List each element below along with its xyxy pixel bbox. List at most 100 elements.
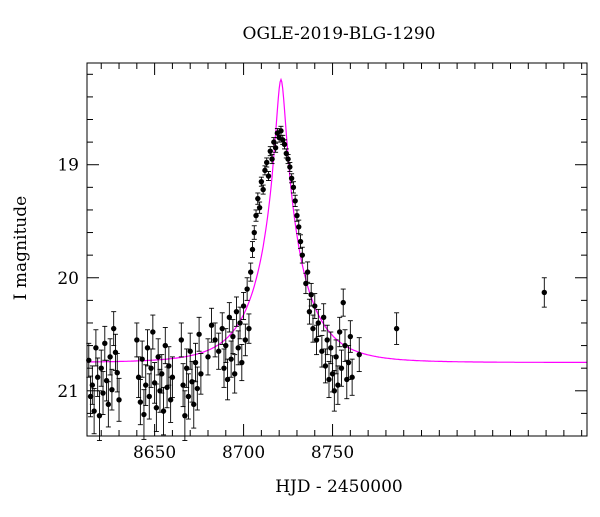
- data-point: [249, 241, 256, 258]
- data-point: [187, 332, 193, 370]
- point-marker: [180, 382, 186, 388]
- point-marker: [310, 325, 316, 332]
- point-marker: [256, 204, 263, 211]
- point-marker: [541, 289, 547, 296]
- y-axis-label: I magnitude: [11, 196, 31, 300]
- point-marker: [319, 348, 325, 354]
- data-point: [288, 173, 295, 184]
- point-marker: [167, 397, 174, 403]
- point-marker: [326, 376, 332, 383]
- data-point: [253, 209, 259, 222]
- x-tick-label: 8650: [133, 443, 176, 463]
- data-point: [235, 330, 241, 366]
- point-marker: [235, 345, 241, 351]
- data-point: [315, 308, 322, 337]
- point-marker: [322, 363, 329, 369]
- data-point: [91, 388, 97, 435]
- data-point: [239, 343, 245, 382]
- data-point: [326, 360, 332, 399]
- point-marker: [299, 252, 306, 258]
- data-point: [242, 323, 249, 357]
- point-marker: [356, 351, 362, 358]
- point-marker: [240, 303, 247, 309]
- point-marker: [137, 399, 144, 405]
- data-point: [208, 307, 215, 343]
- data-point: [310, 314, 316, 343]
- point-marker: [246, 325, 252, 332]
- data-point: [215, 332, 222, 370]
- data-point: [219, 312, 225, 345]
- data-point: [105, 381, 112, 428]
- point-marker: [269, 156, 275, 162]
- point-marker: [251, 229, 257, 236]
- point-marker: [139, 356, 145, 362]
- point-marker: [320, 314, 327, 321]
- point-marker: [223, 342, 229, 349]
- point-marker: [331, 388, 338, 394]
- point-marker: [102, 340, 108, 347]
- data-point: [107, 338, 113, 376]
- point-marker: [183, 365, 190, 371]
- point-marker: [336, 329, 343, 335]
- data-point: [231, 354, 238, 394]
- point-marker: [192, 359, 199, 366]
- data-point: [306, 298, 313, 325]
- point-marker: [294, 212, 300, 219]
- point-marker: [292, 198, 298, 204]
- data-point: [116, 377, 122, 422]
- data-point: [276, 132, 282, 143]
- point-marker: [164, 384, 170, 391]
- data-point: [233, 296, 240, 327]
- point-marker: [135, 374, 142, 380]
- point-marker: [239, 359, 245, 366]
- point-marker: [143, 382, 149, 388]
- point-marker: [185, 393, 192, 400]
- data-point: [221, 348, 227, 388]
- point-marker: [226, 314, 233, 321]
- point-marker: [265, 173, 272, 179]
- point-marker: [144, 345, 151, 351]
- data-point: [148, 348, 154, 388]
- data-point: [290, 181, 297, 194]
- point-marker: [146, 393, 152, 400]
- data-point: [141, 389, 147, 440]
- data-point: [205, 338, 211, 376]
- data-point: [313, 324, 320, 356]
- point-marker: [205, 354, 211, 360]
- data-point: [256, 201, 263, 214]
- point-marker: [230, 333, 236, 340]
- data-point: [194, 366, 201, 411]
- data-point: [278, 125, 284, 136]
- point-marker: [228, 356, 234, 362]
- data-point: [356, 337, 362, 373]
- data-point: [244, 277, 250, 301]
- x-tick-label: 8700: [222, 443, 265, 463]
- point-marker: [233, 308, 240, 315]
- point-marker: [255, 195, 261, 202]
- data-point: [153, 383, 160, 432]
- point-marker: [224, 376, 231, 383]
- point-marker: [141, 411, 147, 418]
- data-point: [212, 322, 218, 358]
- point-marker: [349, 374, 355, 380]
- point-marker: [393, 325, 400, 332]
- data-point: [102, 325, 108, 361]
- data-point: [320, 303, 327, 332]
- point-marker: [324, 337, 330, 343]
- point-marker: [93, 345, 99, 351]
- data-point: [237, 306, 243, 340]
- point-marker: [312, 303, 318, 309]
- point-marker: [278, 128, 284, 134]
- point-marker: [159, 371, 165, 377]
- data-point: [139, 340, 145, 378]
- point-marker: [153, 405, 160, 411]
- data-point: [185, 373, 192, 420]
- data-point: [246, 313, 252, 344]
- data-point: [324, 324, 330, 356]
- data-point: [192, 342, 199, 383]
- data-point: [109, 368, 115, 411]
- data-point: [349, 358, 355, 396]
- point-marker: [272, 145, 279, 151]
